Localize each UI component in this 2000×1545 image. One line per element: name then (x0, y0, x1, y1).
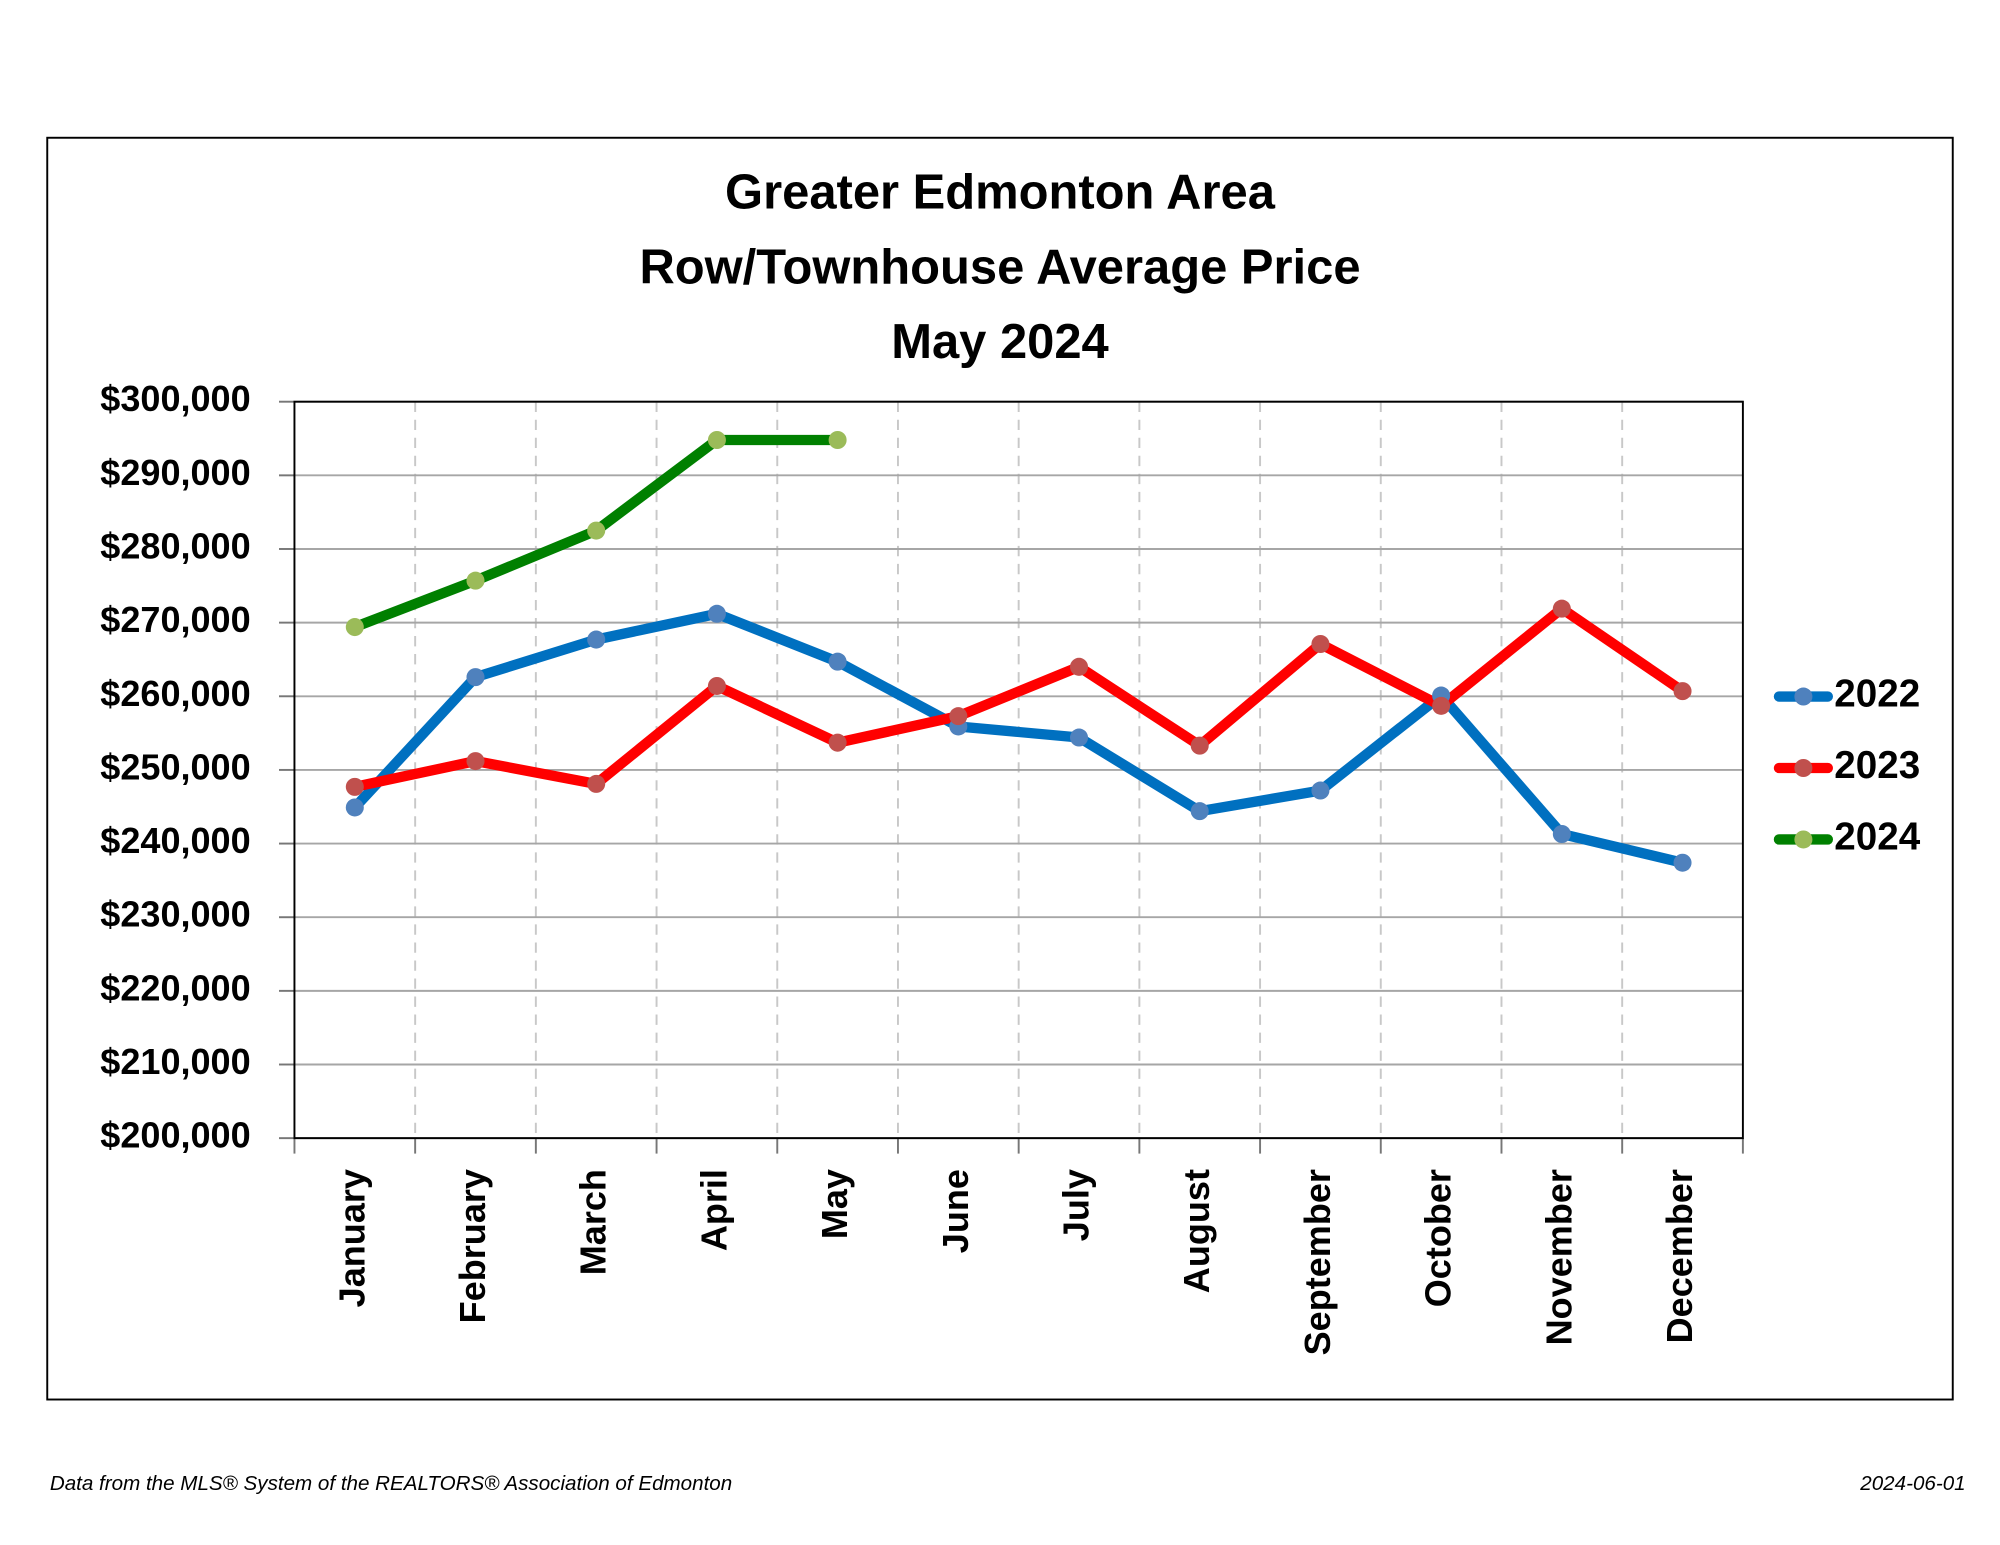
x-tick-label: September (1297, 1169, 1338, 1355)
data-point (466, 752, 485, 771)
series-line (349, 603, 1688, 793)
data-point (1070, 657, 1089, 676)
data-point (949, 707, 968, 726)
y-tick-label: $230,000 (100, 894, 250, 935)
data-point (707, 676, 726, 695)
data-point (587, 521, 606, 540)
x-tick-label: August (1176, 1169, 1217, 1293)
chart-title: Row/Townhouse Average Price (639, 240, 1360, 294)
y-tick-label: $210,000 (100, 1041, 250, 1082)
data-point (1190, 802, 1209, 821)
data-point (707, 604, 726, 623)
data-point (1190, 736, 1209, 755)
data-point (587, 774, 606, 793)
data-point (1673, 682, 1692, 701)
data-point (1070, 728, 1089, 747)
y-tick-label: $200,000 (100, 1115, 250, 1156)
footer-date: 2024-06-01 (1859, 1472, 1965, 1495)
y-tick-label: $270,000 (100, 599, 250, 640)
data-point (345, 777, 364, 796)
data-point (1311, 634, 1330, 654)
chart-title: May 2024 (891, 315, 1109, 369)
y-tick-label: $290,000 (100, 452, 250, 493)
data-point (1311, 781, 1330, 800)
legend-label: 2023 (1834, 744, 1920, 787)
data-point (1552, 599, 1571, 618)
x-tick-label: February (452, 1169, 493, 1323)
legend-marker (1794, 687, 1813, 706)
data-point (828, 430, 847, 450)
y-tick-label: $250,000 (100, 746, 250, 787)
y-tick-label: $240,000 (100, 820, 250, 861)
chart-title: Greater Edmonton Area (725, 166, 1276, 220)
x-tick-label: December (1659, 1169, 1700, 1343)
y-tick-label: $220,000 (100, 967, 250, 1008)
data-point (1432, 696, 1451, 715)
data-point (828, 733, 847, 752)
data-point (466, 571, 485, 590)
legend-marker (1794, 830, 1813, 849)
plot-border (293, 400, 1744, 1140)
series-line (349, 608, 1688, 868)
legend-marker (1794, 758, 1813, 778)
x-tick-label: April (693, 1169, 734, 1251)
chart-frame (46, 136, 1954, 1401)
x-tick-label: June (935, 1169, 976, 1253)
x-tick-label: October (1418, 1169, 1459, 1307)
data-point (707, 430, 726, 450)
data-point (345, 618, 364, 637)
footer-source: Data from the MLS® System of the REALTOR… (50, 1472, 732, 1495)
data-point (587, 630, 606, 649)
data-point (466, 668, 485, 687)
x-tick-label: May (814, 1169, 855, 1239)
y-tick-label: $300,000 (100, 378, 250, 419)
x-tick-label: November (1538, 1169, 1579, 1345)
data-point (1552, 824, 1571, 844)
data-point (828, 652, 847, 671)
x-tick-label: March (573, 1169, 614, 1275)
data-point (1673, 853, 1692, 872)
data-point (345, 798, 364, 817)
y-tick-label: $280,000 (100, 526, 250, 567)
x-tick-label: July (1056, 1169, 1097, 1241)
y-tick-label: $260,000 (100, 673, 250, 714)
legend-label: 2024 (1834, 816, 1920, 859)
x-tick-label: January (331, 1169, 372, 1307)
legend-label: 2022 (1834, 673, 1920, 716)
